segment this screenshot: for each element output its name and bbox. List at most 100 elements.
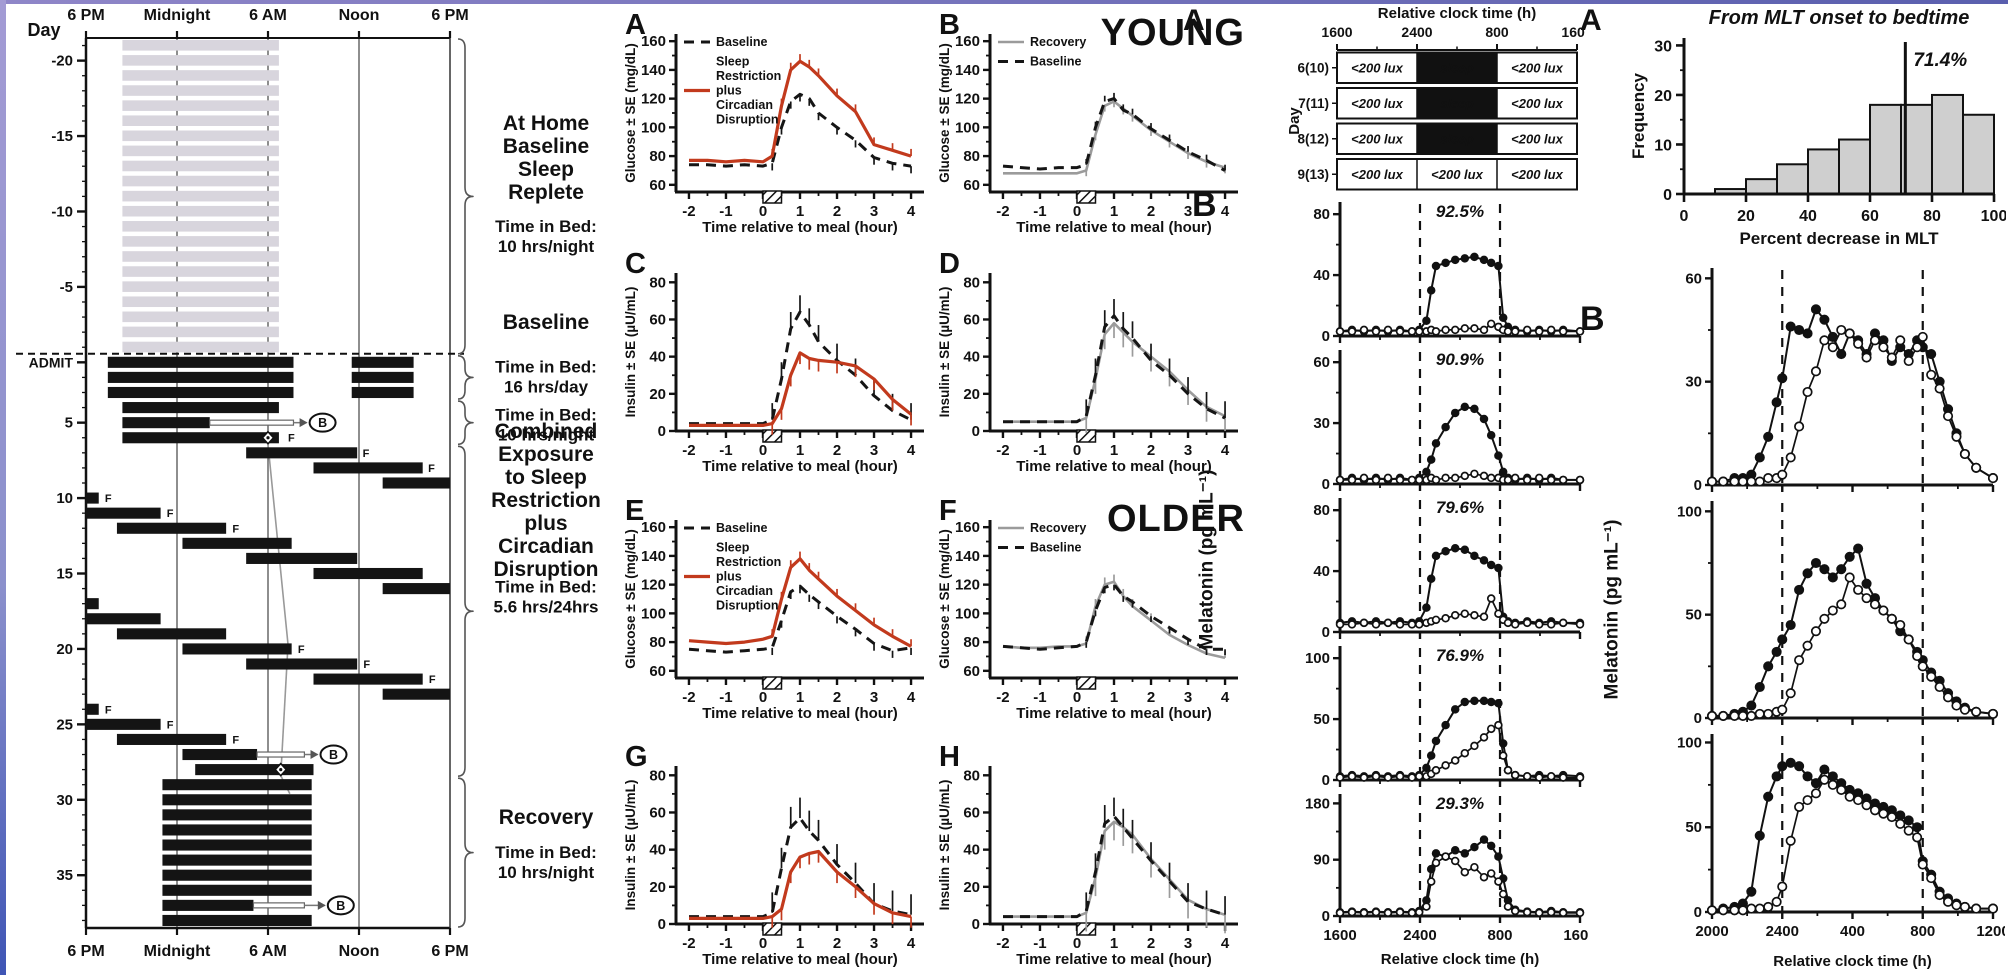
svg-text:0: 0 [1694, 710, 1702, 726]
svg-text:1600: 1600 [1323, 927, 1356, 944]
svg-text:80: 80 [649, 148, 666, 165]
svg-text:Glucose ± SE (mg/dL): Glucose ± SE (mg/dL) [937, 43, 952, 182]
svg-text:6 PM: 6 PM [67, 943, 104, 960]
svg-text:Time relative to meal (hour): Time relative to meal (hour) [702, 458, 898, 475]
svg-text:B: B [939, 9, 960, 41]
svg-text:4: 4 [1221, 935, 1230, 952]
svg-text:25: 25 [56, 716, 73, 733]
svg-text:100: 100 [1677, 734, 1702, 751]
svg-text:120: 120 [955, 91, 980, 108]
panel-letter-histogram: A [1580, 4, 1602, 37]
svg-text:0: 0 [1680, 208, 1689, 225]
svg-text:plus: plus [524, 512, 567, 535]
panel-f-glucose-older-recovery-vs-baseline: -2 -1 0 1 2 3 4 60 80 100 120 140 160 Time relative t… [936, 494, 1246, 726]
svg-text:F: F [298, 644, 305, 656]
melatonin-overlay-panel-1: 0 30 60 [1650, 260, 2005, 494]
sleep-protocol-actogram: 6 PM 6 PM Midnight Midnight 6 AM 6 AM Noon Noon… [8, 2, 620, 972]
svg-text:Recovery: Recovery [1030, 35, 1086, 49]
svg-text:3: 3 [870, 689, 878, 706]
svg-text:sleep: sleep [1440, 131, 1473, 146]
chart-E: -2 -1 0 1 2 3 4 60 80 100 120 140 160 Time relative t… [623, 495, 924, 722]
svg-text:-15: -15 [51, 128, 73, 145]
svg-text:F: F [429, 674, 436, 686]
svg-text:100: 100 [955, 605, 980, 622]
svg-text:7(11): 7(11) [1298, 96, 1329, 111]
svg-text:0: 0 [658, 916, 666, 933]
svg-text:5.6 hrs/24hrs: 5.6 hrs/24hrs [494, 598, 599, 617]
svg-text:D: D [939, 248, 960, 280]
svg-text:1600: 1600 [1563, 927, 1588, 944]
svg-text:2: 2 [1147, 442, 1155, 459]
svg-text:10 hrs/night: 10 hrs/night [498, 863, 595, 882]
svg-text:40: 40 [1799, 208, 1817, 225]
left-border-decoration [0, 0, 6, 975]
svg-text:F: F [363, 659, 370, 671]
chart-r2: 0 50 100 [1677, 501, 1999, 727]
svg-text:90.9%: 90.9% [1436, 350, 1484, 369]
svg-text:800: 800 [1487, 927, 1512, 944]
svg-text:80: 80 [963, 274, 980, 291]
svg-text:Midnight: Midnight [144, 943, 211, 960]
melatonin-panel-4: 0 50 100 76.9% [1290, 640, 1588, 789]
melatonin-axis-label-col4: Melatonin (pg mL⁻¹) [1601, 519, 1623, 700]
svg-text:Time in Bed:: Time in Bed: [495, 578, 597, 597]
panel-letter-light-table: A [1183, 4, 1205, 37]
svg-text:Time relative to meal (hour): Time relative to meal (hour) [702, 705, 898, 722]
svg-text:1: 1 [796, 935, 804, 952]
svg-text:1: 1 [796, 203, 804, 220]
svg-text:0: 0 [1322, 772, 1330, 788]
svg-text:2400: 2400 [1401, 24, 1432, 40]
svg-text:50: 50 [1685, 819, 1702, 836]
svg-text:-1: -1 [719, 442, 732, 459]
svg-text:E: E [625, 495, 644, 527]
svg-text:<200 lux: <200 lux [1511, 60, 1563, 75]
svg-text:Sleep: Sleep [716, 55, 750, 69]
svg-text:2: 2 [1147, 203, 1155, 220]
mlt-decrease-histogram: From MLT onset to bedtime 0 20 40 60 80 100 0 10… [1628, 4, 2007, 254]
svg-text:plus: plus [716, 570, 742, 584]
svg-text:Baseline: Baseline [1030, 55, 1081, 69]
svg-text:80: 80 [963, 634, 980, 651]
svg-text:3: 3 [1184, 935, 1192, 952]
svg-text:Time relative to meal (hour): Time relative to meal (hour) [1016, 219, 1212, 236]
svg-text:6 PM: 6 PM [431, 943, 468, 960]
svg-text:Exposure: Exposure [498, 443, 594, 466]
svg-text:-20: -20 [51, 53, 73, 70]
svg-text:800: 800 [1485, 24, 1509, 40]
svg-text:-1: -1 [1033, 689, 1046, 706]
svg-text:Time in Bed:: Time in Bed: [495, 843, 597, 862]
chart-F: -2 -1 0 1 2 3 4 60 80 100 120 140 160 Time relative t… [937, 495, 1238, 722]
svg-text:-10: -10 [51, 203, 73, 220]
svg-text:0: 0 [1322, 624, 1330, 640]
panel-d-insulin-young-recovery-vs-baseline: -2 -1 0 1 2 3 4 0 20 40 60 80 Time relative to meal … [936, 247, 1246, 479]
svg-text:Relative clock time (h): Relative clock time (h) [1381, 951, 1539, 968]
svg-text:60: 60 [1313, 354, 1330, 371]
svg-text:1: 1 [796, 442, 804, 459]
svg-text:Recovery: Recovery [1030, 521, 1086, 535]
melatonin-panel-3: 0 40 80 79.6% [1290, 492, 1588, 641]
chart-t3: Relative clock time (h) 1600 2400 800 1600 <2… [1286, 5, 1593, 191]
svg-text:30: 30 [1685, 374, 1702, 391]
svg-text:3: 3 [1184, 203, 1192, 220]
svg-text:60: 60 [963, 311, 980, 328]
svg-text:6 PM: 6 PM [431, 7, 468, 24]
svg-text:Insulin ± SE (µU/mL): Insulin ± SE (µU/mL) [937, 287, 952, 418]
svg-text:Baseline: Baseline [1030, 541, 1081, 555]
svg-text:1: 1 [1110, 689, 1118, 706]
svg-text:F: F [232, 734, 239, 746]
svg-text:4: 4 [907, 935, 916, 952]
svg-text:Day: Day [27, 20, 60, 40]
svg-text:50: 50 [1685, 607, 1702, 624]
svg-text:Insulin ± SE (µU/mL): Insulin ± SE (µU/mL) [937, 780, 952, 911]
svg-text:6 PM: 6 PM [67, 7, 104, 24]
svg-text:F: F [105, 493, 112, 505]
svg-text:Time in Bed:: Time in Bed: [495, 217, 597, 236]
svg-text:ADMIT: ADMIT [29, 354, 74, 370]
svg-text:29.3%: 29.3% [1435, 794, 1484, 813]
svg-text:-2: -2 [996, 689, 1009, 706]
svg-text:2400: 2400 [1766, 923, 1799, 940]
svg-text:2: 2 [833, 935, 841, 952]
svg-text:60: 60 [649, 177, 666, 194]
panel-h-insulin-older-recovery-vs-baseline: -2 -1 0 1 2 3 4 0 20 40 60 80 Time relative to meal … [936, 740, 1246, 972]
